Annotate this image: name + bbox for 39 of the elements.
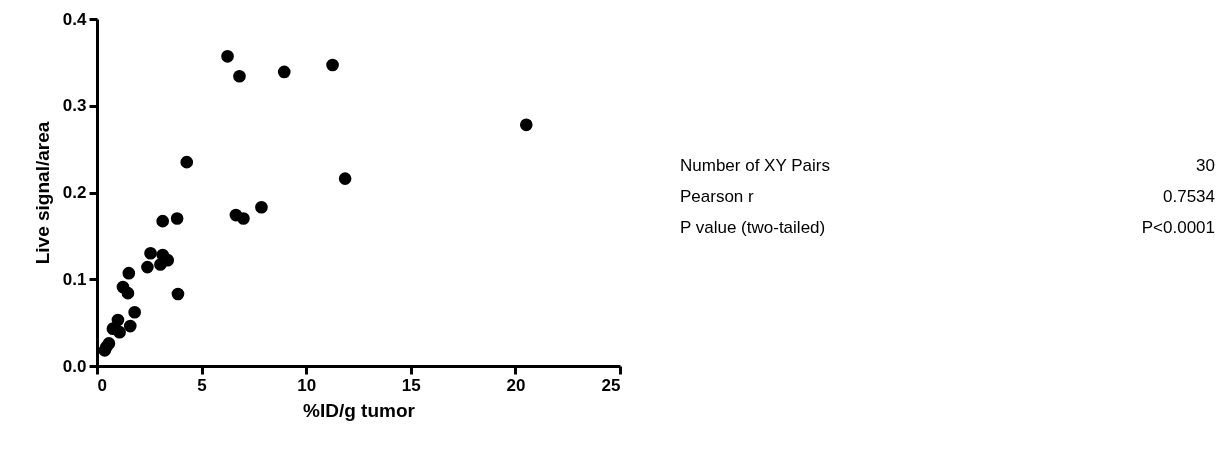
text: P<0.0001: [1141, 218, 1215, 238]
x-tick-label: 15: [401, 375, 421, 395]
x-tick-label: 25: [601, 375, 621, 395]
x-tick-label: 5: [197, 375, 207, 395]
text: Pearson r: [680, 187, 755, 207]
point: [171, 287, 185, 301]
text: Number of XY Pairs: [680, 156, 831, 176]
x-tick-label: 10: [297, 375, 317, 395]
text: P value (two-tailed): [680, 218, 827, 238]
y-tick-label: 0.2: [62, 183, 87, 202]
x-tick-label: 0: [97, 375, 107, 395]
point: [519, 118, 533, 132]
text: 0.7534: [1162, 187, 1215, 207]
point: [123, 319, 137, 333]
point: [221, 49, 234, 63]
y-tick-label: 0.4: [62, 9, 88, 29]
point: [233, 69, 246, 83]
point: [170, 212, 184, 225]
point: [128, 305, 141, 319]
point: [180, 155, 194, 169]
point: [156, 214, 170, 228]
point: [277, 65, 291, 79]
x-tick-label: 20: [506, 375, 526, 395]
point: [144, 246, 157, 260]
point: [326, 58, 339, 72]
point: [338, 172, 352, 185]
point: [122, 266, 136, 280]
point: [113, 325, 126, 339]
y-tick-label: 0.1: [62, 269, 87, 289]
point: [121, 286, 135, 300]
point: [141, 260, 154, 274]
y-tick-label: 0.0: [62, 356, 87, 376]
point: [237, 212, 250, 225]
point: [255, 200, 268, 214]
x-axis-title: %ID/g tumor: [303, 399, 416, 421]
point: [100, 340, 113, 354]
y-tick-label: 0.3: [62, 96, 87, 116]
y-axis-title: Live signal/area: [31, 121, 53, 265]
text: 30: [1195, 156, 1215, 176]
